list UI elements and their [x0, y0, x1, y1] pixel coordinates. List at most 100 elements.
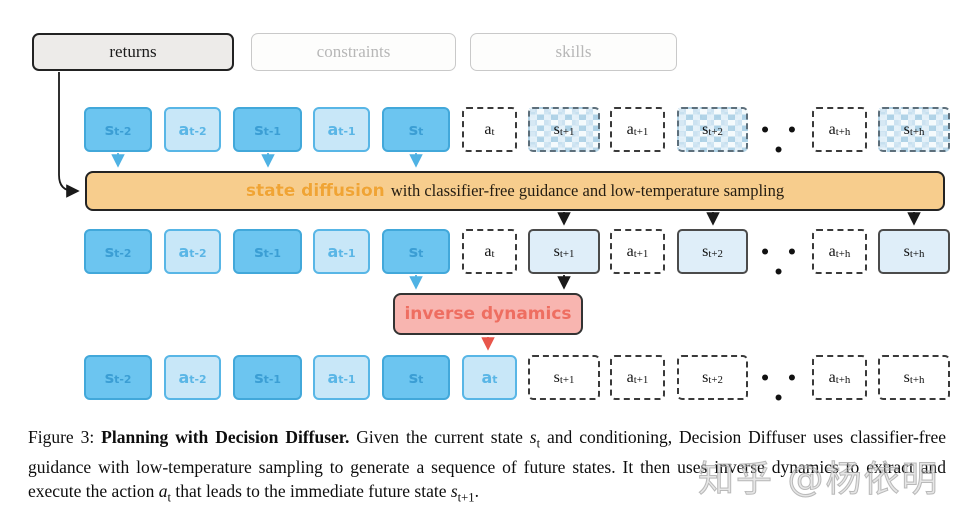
caption-text: that leads to the immediate future state	[170, 481, 451, 502]
token-subscript: t-1	[263, 125, 281, 139]
token-subscript: t+2	[708, 374, 723, 387]
caption-math: st+1	[450, 481, 475, 505]
token-subscript: t+h	[909, 374, 925, 387]
token-subscript: t	[491, 248, 495, 261]
skills-box: skills	[470, 33, 677, 71]
token-base: a	[484, 242, 492, 260]
token-a-t+h-row3: a t+h	[812, 355, 867, 400]
token-base: s	[104, 120, 115, 139]
token-s-t-1-row2: s t-1	[233, 229, 302, 274]
token-s-t+h-row2: s t+h	[878, 229, 950, 274]
token-subscript: t	[491, 126, 495, 139]
token-base: s	[254, 120, 264, 139]
token-subscript: t-2	[114, 247, 132, 261]
token-base: s	[553, 242, 560, 260]
token-subscript: t-1	[263, 247, 281, 261]
token-a-t-1-row3: a t-1	[313, 355, 370, 400]
token-subscript: t-1	[263, 373, 281, 387]
token-subscript: t+2	[708, 126, 723, 139]
token-subscript: t+h	[835, 126, 851, 139]
token-base: s	[702, 242, 709, 260]
token-base: s	[254, 242, 264, 261]
token-s-t+2-row2: s t+2	[677, 229, 748, 274]
token-base: a	[178, 368, 190, 387]
token-a-t+1-row2: a t+1	[610, 229, 665, 274]
token-subscript: t+1	[633, 374, 649, 387]
token-subscript: t-1	[338, 247, 356, 261]
token-subscript: t-1	[338, 125, 356, 139]
token-subscript: t+h	[835, 248, 851, 261]
token-subscript: t	[418, 247, 424, 261]
token-base: a	[327, 368, 339, 387]
token-s-t-2-row1: s t-2	[84, 107, 152, 152]
token-s-t+2-row3: s t+2	[677, 355, 748, 400]
token-subscript: t+2	[708, 248, 723, 261]
token-base: a	[178, 120, 190, 139]
figure-caption: Figure 3: Planning with Decision Diffuse…	[28, 426, 946, 510]
token-base: s	[408, 242, 419, 261]
token-base: s	[553, 368, 560, 386]
token-base: s	[408, 368, 419, 387]
token-a-t+1-row1: a t+1	[610, 107, 665, 152]
token-a-t-2-row2: a t-2	[164, 229, 221, 274]
token-subscript: t+1	[559, 126, 575, 139]
token-s-t-1-row3: s t-1	[233, 355, 302, 400]
token-base: a	[327, 120, 339, 139]
token-s-t-1-row1: s t-1	[233, 107, 302, 152]
ellipsis-row2: • • •	[759, 243, 803, 283]
token-s-t+1-row3: s t+1	[528, 355, 600, 400]
inverse-dynamics-box: inverse dynamics	[393, 293, 583, 335]
returns-label: returns	[109, 42, 157, 61]
token-a-t-2-row3: a t-2	[164, 355, 221, 400]
token-s-t+h-row1: s t+h	[878, 107, 950, 152]
token-s-t+2-row1: s t+2	[677, 107, 748, 152]
token-a-t-1-row2: a t-1	[313, 229, 370, 274]
ellipsis-row1: • • •	[759, 121, 803, 161]
token-base: s	[903, 368, 910, 386]
token-subscript: t+1	[633, 126, 649, 139]
token-subscript: t	[418, 373, 424, 387]
returns-box: returns	[32, 33, 234, 71]
token-subscript: t-2	[189, 373, 207, 387]
token-base: s	[104, 368, 115, 387]
token-base: s	[104, 242, 115, 261]
token-subscript: t	[492, 373, 498, 387]
token-a-t+h-row2: a t+h	[812, 229, 867, 274]
token-base: s	[408, 120, 419, 139]
token-base: s	[254, 368, 264, 387]
token-base: s	[903, 120, 910, 138]
token-base: s	[702, 368, 709, 386]
caption-math: st	[529, 427, 541, 451]
caption-text: Given the current state	[349, 427, 530, 447]
token-subscript: t-1	[338, 373, 356, 387]
state-diffusion-rest: with classifier-free guidance and low-te…	[386, 181, 785, 200]
arrow-returns-to-diffusion	[58, 72, 80, 198]
token-base: a	[481, 368, 493, 387]
token-subscript: t-2	[189, 247, 207, 261]
token-base: a	[626, 368, 634, 386]
token-subscript: t+1	[633, 248, 649, 261]
inverse-dynamics-label: inverse dynamics	[404, 304, 572, 324]
token-s-t+1-row1: s t+1	[528, 107, 600, 152]
token-subscript: t+h	[835, 374, 851, 387]
token-a-t+1-row3: a t+1	[610, 355, 665, 400]
token-base: a	[828, 242, 836, 260]
token-subscript: t	[418, 125, 424, 139]
token-subscript: t+h	[909, 248, 925, 261]
token-base: a	[484, 120, 492, 138]
token-s-t-2-row2: s t-2	[84, 229, 152, 274]
caption-text: and conditioning, Decision Diffuser uses…	[28, 427, 946, 502]
token-base: a	[626, 120, 634, 138]
token-base: s	[903, 242, 910, 260]
constraints-label: constraints	[316, 42, 391, 61]
token-base: s	[702, 120, 709, 138]
token-subscript: t-2	[189, 125, 207, 139]
token-s-t+1-row2: s t+1	[528, 229, 600, 274]
token-s-t+h-row3: s t+h	[878, 355, 950, 400]
